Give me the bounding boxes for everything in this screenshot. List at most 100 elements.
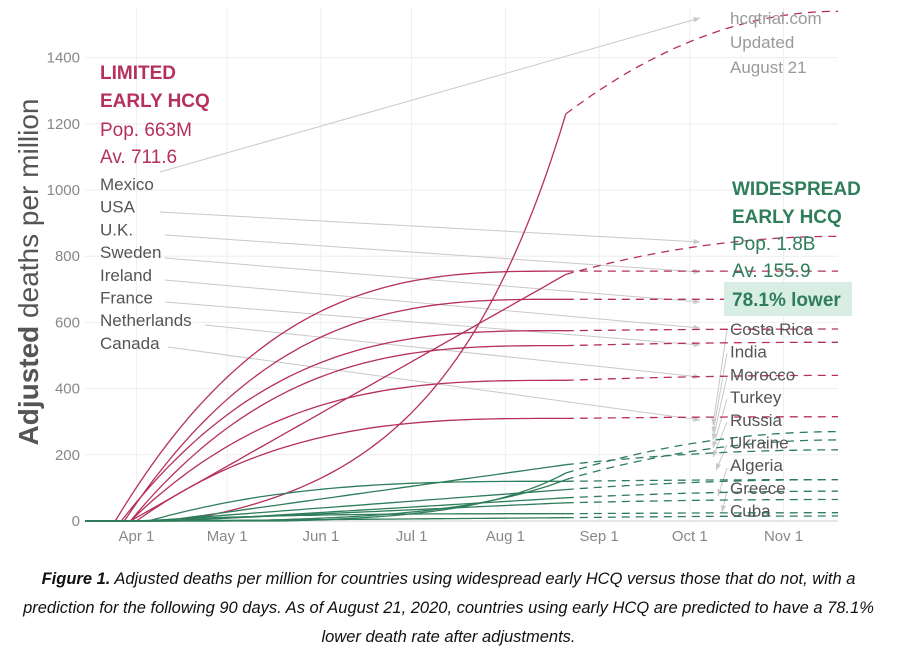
x-axis-ticks: Apr 1 May 1 Jun 1 Jul 1 Aug 1 Sep 1 Oct 1 Nov 1 (118, 528, 803, 545)
x-tick-label: Apr 1 (118, 528, 154, 545)
widespread-pop: Pop. 1.8B (732, 234, 815, 255)
pointer-line (164, 234, 701, 273)
limited-country-label: Mexico (100, 175, 154, 194)
pointer-line (712, 352, 728, 434)
y-tick-label: 800 (55, 248, 80, 265)
pointer-line (712, 375, 728, 441)
widespread-country-label: Turkey (730, 388, 782, 407)
limited-title-line: LIMITED (100, 63, 176, 84)
pointer-line (164, 279, 701, 329)
pointer-line (159, 17, 701, 173)
pointer-line (712, 398, 728, 449)
x-tick-label: May 1 (207, 528, 248, 545)
y-axis-label-rest: deaths per million (13, 98, 44, 325)
widespread-country-label: Russia (730, 411, 783, 430)
series-line-observed (85, 298, 566, 522)
pointer-arrowhead (693, 238, 700, 245)
pointer-arrowhead (712, 450, 718, 457)
limited-country-label: Netherlands (100, 311, 192, 330)
widespread-title-line: EARLY HCQ (732, 207, 842, 228)
series-line-projected (565, 235, 838, 276)
highlight-box (724, 282, 852, 316)
pointer-line (712, 329, 728, 426)
limited-country-label: Ireland (100, 266, 152, 285)
y-tick-label: 600 (55, 314, 80, 331)
series-line-observed (85, 344, 566, 522)
series-line-observed (85, 502, 566, 522)
y-tick-label: 0 (72, 513, 80, 530)
widespread-country-label: India (730, 343, 767, 362)
limited-country-label: U.K. (100, 220, 133, 239)
source-note-line: hcqtrial.com (730, 9, 822, 28)
pointer-arrowhead (693, 324, 700, 331)
series-line-observed (85, 113, 567, 522)
y-tick-label: 1000 (47, 182, 80, 199)
limited-country-label: Canada (100, 334, 160, 353)
y-tick-label: 400 (55, 381, 80, 398)
grid (85, 8, 838, 522)
pointer-line (164, 257, 701, 303)
caption-label: Figure 1. (41, 570, 111, 588)
limited-title-line: EARLY HCQ (100, 91, 210, 112)
widespread-highlight: 78.1% lower (732, 290, 841, 311)
series-line-projected (565, 439, 839, 481)
widespread-title-line: WIDESPREAD (732, 179, 861, 200)
caption-text: Adjusted deaths per million for countrie… (23, 570, 874, 646)
series-line-projected (565, 490, 838, 499)
limited-country-label: France (100, 289, 153, 308)
pointer-arrowhead (720, 505, 727, 512)
x-tick-label: Jul 1 (396, 528, 428, 545)
source-note: hcqtrial.com Updated August 21 (730, 9, 822, 77)
x-tick-label: Jun 1 (303, 528, 340, 545)
figure-caption: Figure 1. Adjusted deaths per million fo… (10, 565, 887, 652)
series-line-observed (85, 417, 566, 522)
pointer-line (167, 346, 701, 421)
series-line-projected (565, 10, 839, 115)
y-tick-label: 1400 (47, 50, 80, 67)
series-line-projected (565, 374, 838, 381)
widespread-group-label: WIDESPREAD EARLY HCQ Pop. 1.8B Av. 155.9… (724, 179, 861, 316)
label-pointers (159, 17, 728, 513)
pointer-arrowhead (693, 17, 700, 23)
series-line-projected (565, 430, 839, 474)
limited-country-label: Sweden (100, 243, 161, 262)
x-tick-label: Oct 1 (672, 528, 708, 545)
series-line-projected (565, 515, 838, 519)
pointer-arrowhead (716, 463, 722, 470)
series-lines (85, 10, 839, 522)
series-line-observed (85, 488, 566, 522)
y-axis-label: Adjusted deaths per million (13, 98, 44, 445)
x-tick-label: Nov 1 (764, 528, 803, 545)
limited-group-label: LIMITED EARLY HCQ Pop. 663M Av. 711.6 (100, 63, 210, 168)
series-line-projected (565, 416, 838, 420)
pointer-line (204, 324, 701, 378)
chart: 0 200 400 600 800 1000 1200 1400 Apr 1 May 1 Jun … (13, 8, 861, 545)
series-line-observed (85, 513, 566, 522)
series-line-observed (85, 379, 566, 522)
series-line-projected (565, 328, 838, 332)
series-line-observed (85, 517, 566, 522)
x-tick-label: Aug 1 (486, 528, 525, 545)
x-tick-label: Sep 1 (579, 528, 618, 545)
widespread-country-label: Costa Rica (730, 320, 814, 339)
pointer-line (164, 301, 701, 346)
pointer-arrowhead (712, 441, 718, 448)
limited-avg: Av. 711.6 (100, 147, 177, 168)
pointer-arrowhead (693, 298, 700, 305)
y-axis-ticks: 0 200 400 600 800 1000 1200 1400 (47, 50, 80, 530)
pointer-arrowhead (711, 433, 717, 440)
series-line-projected (565, 498, 838, 504)
series-line-observed (85, 330, 566, 522)
y-tick-label: 1200 (47, 116, 80, 133)
limited-country-labels: Mexico USA U.K. Sweden Ireland France Netherla… (100, 175, 192, 353)
y-tick-label: 200 (55, 447, 80, 464)
series-line-observed (85, 270, 566, 522)
series-line-projected (565, 512, 838, 515)
widespread-avg: Av. 155.9 (732, 261, 811, 282)
widespread-country-label: Greece (730, 479, 786, 498)
widespread-country-label: Ukraine (730, 434, 789, 453)
widespread-country-label: Morocco (730, 365, 795, 384)
widespread-country-label: Cuba (730, 502, 771, 521)
series-line-observed (85, 464, 566, 522)
series-line-projected (565, 341, 838, 347)
